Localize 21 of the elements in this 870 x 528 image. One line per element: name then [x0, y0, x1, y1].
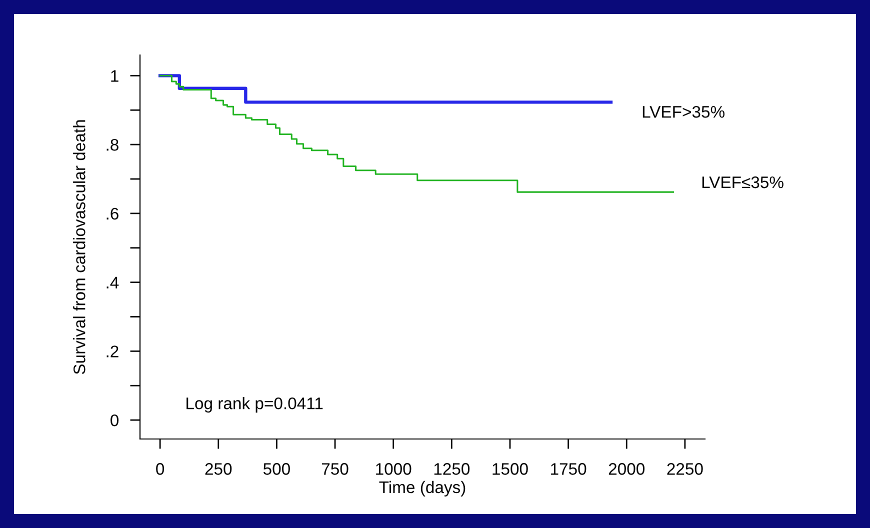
y-tick-label: 1: [111, 70, 118, 82]
annotation: Log rank p=0.0411: [186, 397, 323, 413]
x-tick-label: 0: [156, 463, 164, 475]
x-axis-title: Time (days): [379, 480, 466, 496]
series-label: LVEF>35%: [642, 106, 724, 118]
y-tick-label: .8: [106, 138, 118, 151]
y-tick-label: .2: [106, 346, 118, 358]
x-tick-label: 2250: [667, 463, 703, 475]
x-tick-label: 1750: [551, 463, 586, 475]
x-tick-label: 500: [263, 463, 290, 475]
x-tick-label: 1500: [492, 463, 528, 475]
y-tick-label: .6: [106, 208, 118, 220]
x-tick-label: 1000: [376, 463, 412, 475]
x-tick-label: 250: [205, 463, 232, 475]
x-tick-label: 1250: [434, 463, 470, 475]
x-tick-label: 750: [322, 463, 348, 475]
y-axis-title: Survival from cardiovascular death: [73, 120, 86, 374]
x-tick-label: 2000: [608, 463, 645, 475]
series-label: LVEF≤35%: [702, 176, 784, 188]
y-tick-label: 0: [110, 414, 119, 426]
y-tick-label: .4: [106, 276, 119, 288]
